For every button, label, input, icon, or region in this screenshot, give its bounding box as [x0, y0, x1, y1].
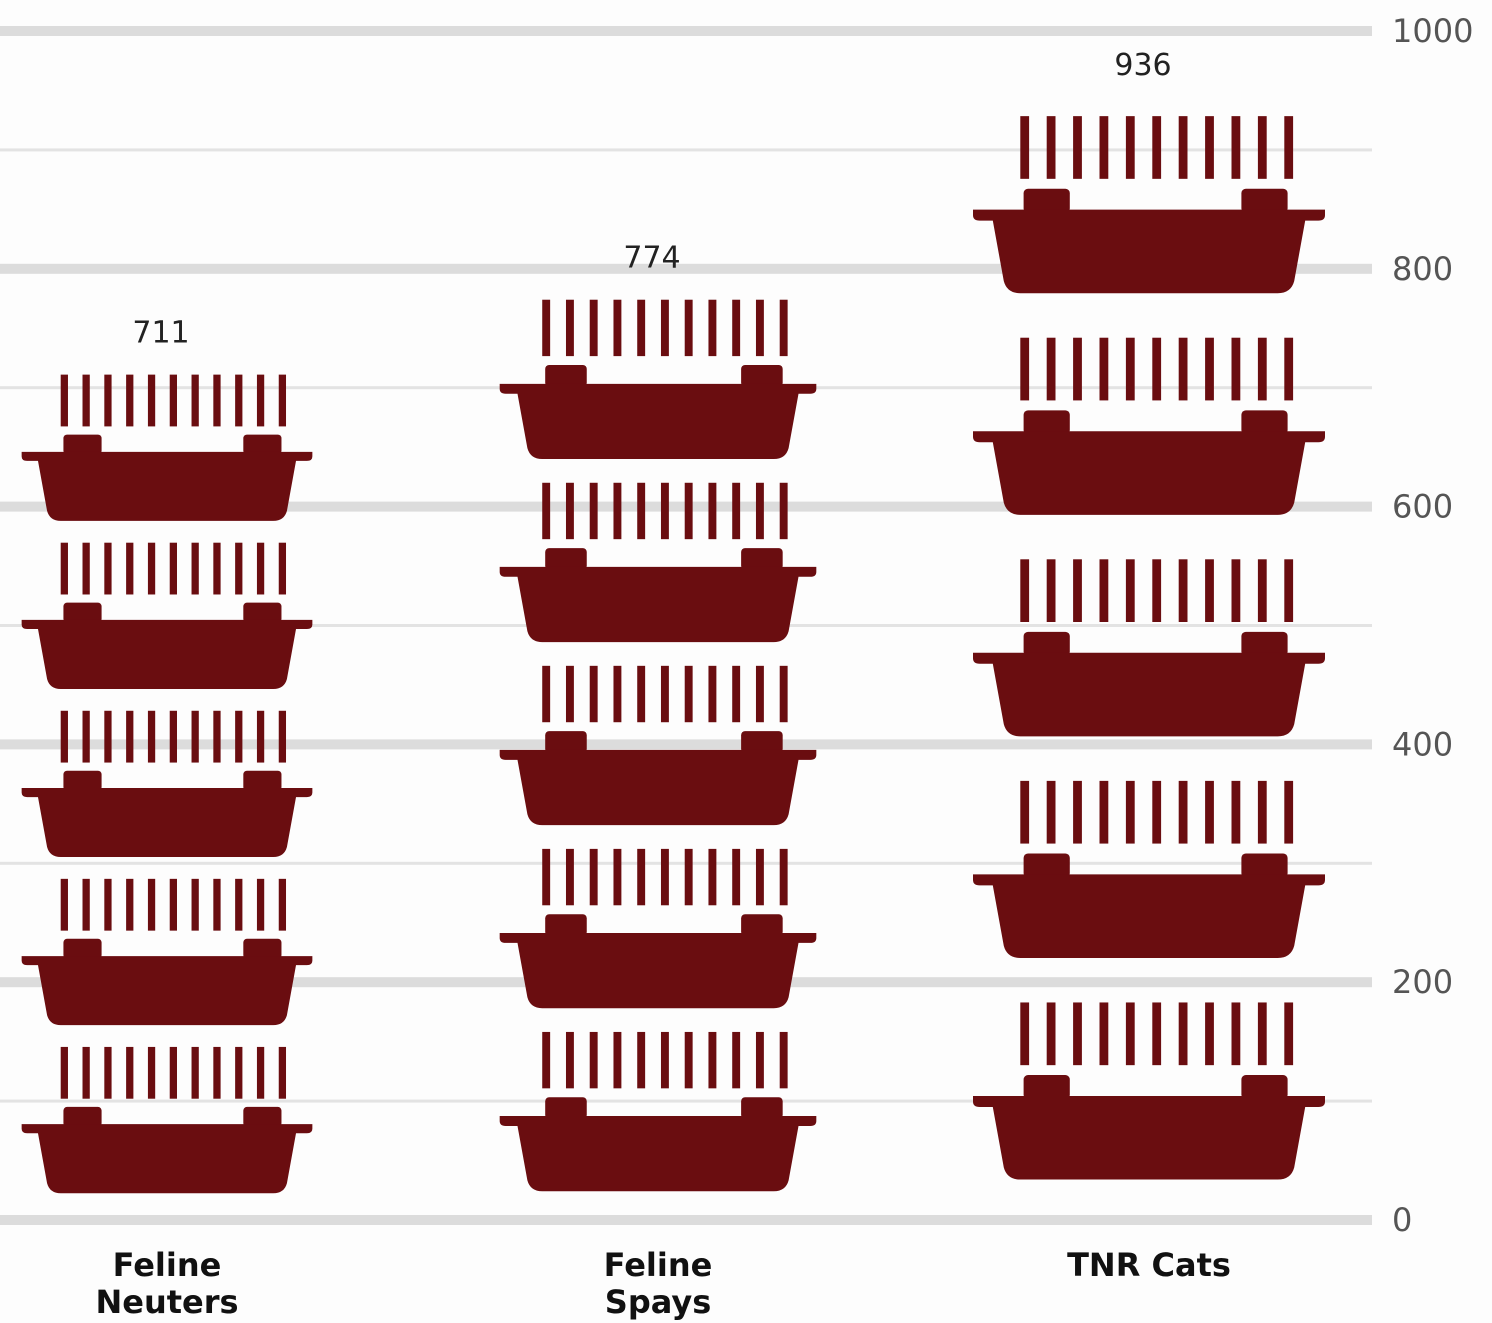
- y-tick-label: 1000: [1392, 12, 1473, 50]
- cat-carrier-icon: [21, 542, 313, 689]
- y-tick-label: 400: [1392, 725, 1453, 763]
- labels: 0 200 400 600 800 1000 711 Feline Neuters 774 Feli…: [95, 12, 1473, 1321]
- carrier-stack: [21, 374, 313, 1194]
- gridline-major: [0, 1215, 1372, 1225]
- cat-carrier-icon: [21, 878, 313, 1026]
- gridline-minor: [0, 1099, 1372, 1103]
- cat-carrier-icon: [21, 710, 313, 858]
- cat-carrier-icon: [973, 1002, 1325, 1180]
- cat-carrier-icon: [499, 848, 817, 1009]
- gridline-major: [0, 739, 1372, 750]
- data-label: 774: [623, 241, 680, 276]
- gridline-minor: [0, 148, 1372, 152]
- data-label: 936: [1114, 48, 1171, 83]
- category-label: Feline Spays: [604, 1246, 713, 1321]
- gridline-major: [0, 26, 1372, 36]
- cat-carrier-icon: [973, 780, 1325, 958]
- y-tick-label: 200: [1392, 963, 1453, 1001]
- cat-carrier-icon: [973, 116, 1325, 294]
- gridline-major: [0, 263, 1372, 274]
- category-label: Feline Neuters: [95, 1246, 238, 1321]
- category-label: TNR Cats: [1067, 1246, 1231, 1284]
- cat-carrier-icon: [973, 559, 1325, 737]
- y-tick-label: 0: [1392, 1201, 1412, 1239]
- cat-carrier-icon: [499, 299, 817, 460]
- data-label: 711: [132, 316, 189, 351]
- cat-carrier-icon: [499, 1031, 817, 1192]
- y-tick-label: 600: [1392, 488, 1453, 526]
- cat-carrier-icon: [21, 1046, 313, 1194]
- carrier-stacks: [21, 116, 1325, 1194]
- cat-carrier-icon: [21, 374, 313, 521]
- y-tick-label: 800: [1392, 250, 1453, 288]
- cat-carrier-icon: [973, 337, 1325, 515]
- carrier-stack: [973, 116, 1325, 1180]
